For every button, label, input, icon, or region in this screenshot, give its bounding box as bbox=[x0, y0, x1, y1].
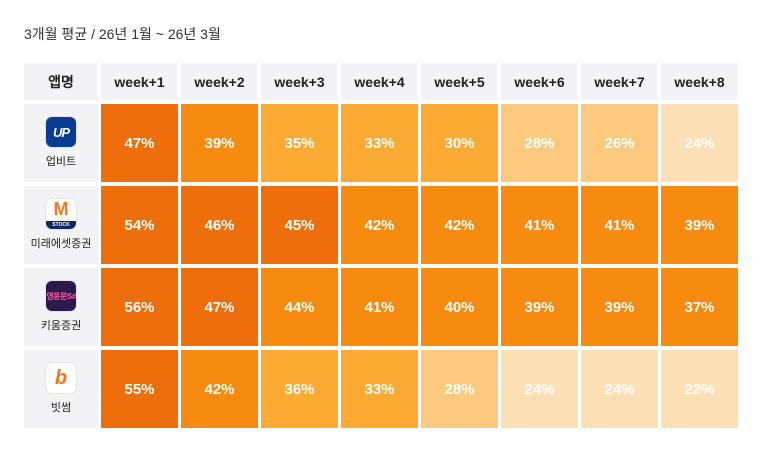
heatmap-cell: 39% bbox=[661, 186, 738, 264]
upbit-logo-icon: UP bbox=[46, 117, 76, 147]
app-cell: UP 업비트 bbox=[24, 104, 98, 182]
heatmap-cell: 30% bbox=[421, 104, 498, 182]
app-name: 키움증권 bbox=[40, 320, 82, 332]
heatmap-cell: 39% bbox=[581, 268, 658, 346]
heatmap-cell: 24% bbox=[581, 350, 658, 428]
kiwoom-logo-icon: 영웅문S# bbox=[46, 281, 76, 311]
heatmap-cell: 33% bbox=[341, 104, 418, 182]
heatmap-cell: 39% bbox=[501, 268, 578, 346]
bithumb-logo-icon: b bbox=[46, 363, 76, 393]
heatmap-cell: 28% bbox=[501, 104, 578, 182]
heatmap-cell: 39% bbox=[181, 104, 258, 182]
heatmap-cell: 42% bbox=[421, 186, 498, 264]
app-cell: b 빗썸 bbox=[24, 350, 98, 428]
heatmap-cell: 28% bbox=[421, 350, 498, 428]
heatmap-cell: 46% bbox=[181, 186, 258, 264]
heatmap-cell: 56% bbox=[101, 268, 178, 346]
heatmap-cell: 24% bbox=[501, 350, 578, 428]
app-name: 업비트 bbox=[45, 156, 77, 168]
heatmap-cell: 22% bbox=[661, 350, 738, 428]
column-header-week-3: week+3 bbox=[261, 63, 338, 100]
heatmap-cell: 42% bbox=[181, 350, 258, 428]
column-header-week-8: week+8 bbox=[661, 63, 738, 100]
heatmap-cell: 26% bbox=[581, 104, 658, 182]
retention-heatmap: 앱명 week+1 week+2 week+3 week+4 week+5 week+6 w… bbox=[24, 63, 738, 428]
heatmap-cell: 40% bbox=[421, 268, 498, 346]
heatmap-cell: 37% bbox=[661, 268, 738, 346]
heatmap-cell: 42% bbox=[341, 186, 418, 264]
app-name: 미래에셋증권 bbox=[30, 238, 92, 250]
heatmap-cell: 54% bbox=[101, 186, 178, 264]
app-cell: M STOCK 미래에셋증권 bbox=[24, 186, 98, 264]
heatmap-cell: 41% bbox=[581, 186, 658, 264]
heatmap-cell: 24% bbox=[661, 104, 738, 182]
column-header-week-5: week+5 bbox=[421, 63, 498, 100]
chart-subtitle: 3개월 평균 / 26년 1월 ~ 26년 3월 bbox=[24, 26, 221, 42]
column-header-week-7: week+7 bbox=[581, 63, 658, 100]
heatmap-cell: 41% bbox=[501, 186, 578, 264]
heatmap-cell: 47% bbox=[101, 104, 178, 182]
heatmap-cell: 41% bbox=[341, 268, 418, 346]
heatmap-cell: 45% bbox=[261, 186, 338, 264]
heatmap-cell: 35% bbox=[261, 104, 338, 182]
heatmap-cell: 33% bbox=[341, 350, 418, 428]
column-header-week-1: week+1 bbox=[101, 63, 178, 100]
app-cell: 영웅문S# 키움증권 bbox=[24, 268, 98, 346]
row-header-label: 앱명 bbox=[24, 63, 98, 100]
heatmap-cell: 44% bbox=[261, 268, 338, 346]
heatmap-cell: 55% bbox=[101, 350, 178, 428]
heatmap-cell: 47% bbox=[181, 268, 258, 346]
column-header-week-2: week+2 bbox=[181, 63, 258, 100]
column-header-week-4: week+4 bbox=[341, 63, 418, 100]
app-name: 빗썸 bbox=[50, 402, 72, 414]
heatmap-cell: 36% bbox=[261, 350, 338, 428]
column-header-week-6: week+6 bbox=[501, 63, 578, 100]
mirae-logo-icon: M STOCK bbox=[46, 199, 76, 229]
